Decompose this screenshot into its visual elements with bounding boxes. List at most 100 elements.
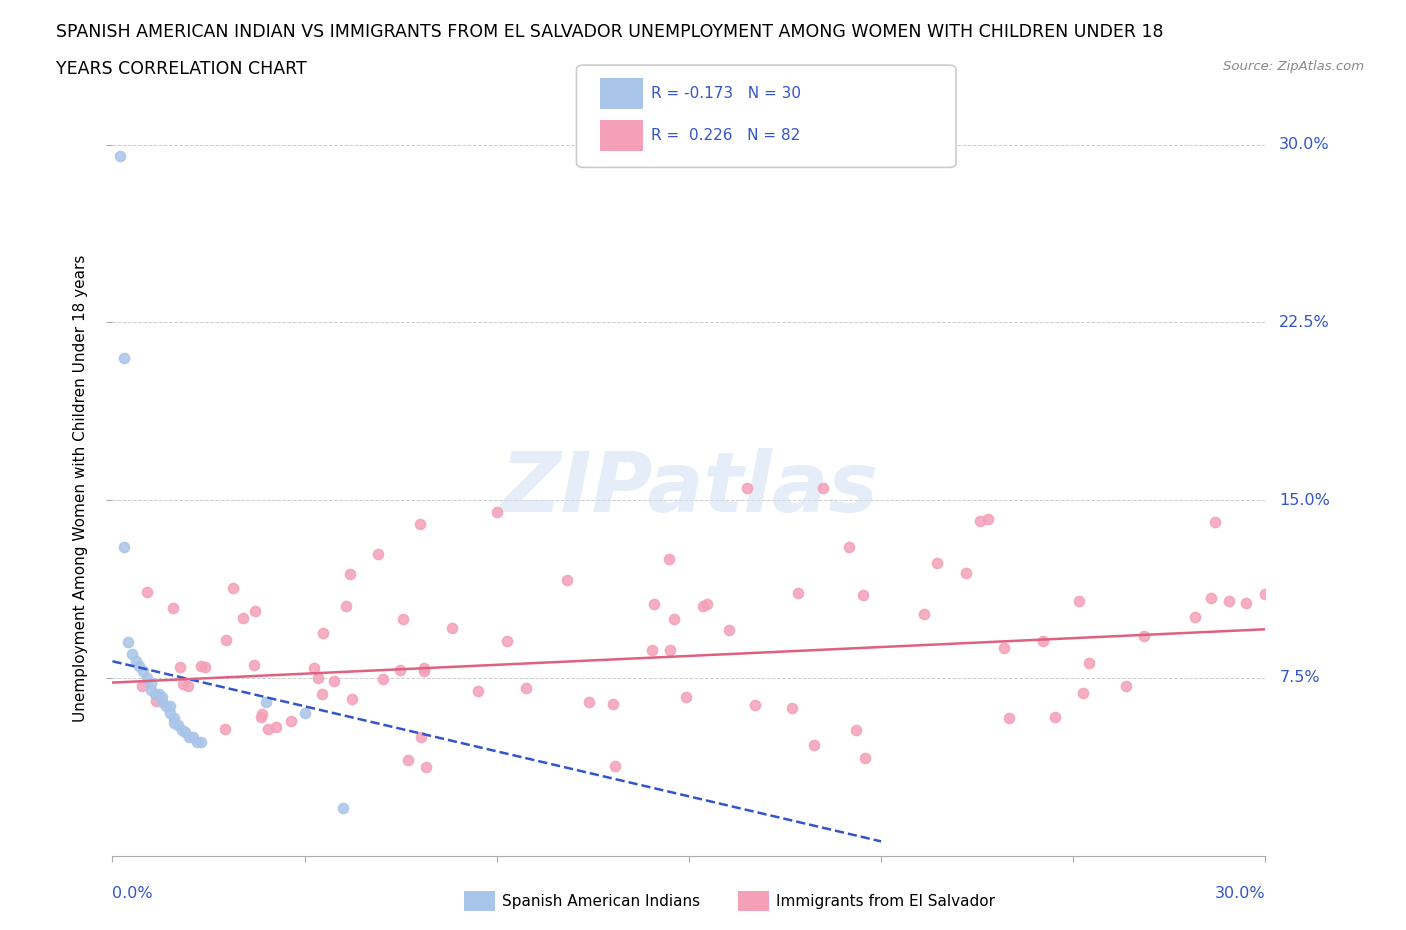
Point bbox=[1234, 595, 1257, 610]
Point bbox=[658, 643, 681, 658]
Point bbox=[675, 690, 697, 705]
Point bbox=[335, 598, 357, 613]
Point bbox=[388, 662, 411, 677]
Point bbox=[307, 671, 329, 685]
Point bbox=[162, 601, 184, 616]
Point bbox=[662, 612, 685, 627]
Point bbox=[1071, 685, 1094, 700]
Point bbox=[339, 566, 361, 581]
Point bbox=[143, 687, 166, 702]
Point bbox=[1115, 678, 1137, 693]
Point bbox=[340, 691, 363, 706]
Point bbox=[159, 706, 181, 721]
Point bbox=[955, 565, 977, 580]
Point bbox=[311, 687, 333, 702]
Text: 22.5%: 22.5% bbox=[1279, 315, 1330, 330]
Point bbox=[159, 698, 181, 713]
Point bbox=[304, 661, 326, 676]
Point bbox=[718, 623, 741, 638]
Point bbox=[803, 737, 825, 752]
Point bbox=[1199, 591, 1222, 605]
Point bbox=[997, 711, 1019, 725]
Point bbox=[467, 684, 489, 698]
Point bbox=[163, 715, 186, 730]
Point bbox=[786, 586, 808, 601]
Point bbox=[641, 643, 664, 658]
Point bbox=[969, 513, 991, 528]
Point bbox=[1067, 593, 1090, 608]
Point bbox=[813, 481, 835, 496]
Text: 30.0%: 30.0% bbox=[1279, 137, 1330, 153]
Point bbox=[124, 654, 146, 669]
Point bbox=[780, 700, 803, 715]
Point bbox=[1045, 710, 1067, 724]
Point bbox=[174, 724, 197, 739]
Text: SPANISH AMERICAN INDIAN VS IMMIGRANTS FROM EL SALVADOR UNEMPLOYMENT AMONG WOMEN : SPANISH AMERICAN INDIAN VS IMMIGRANTS FR… bbox=[56, 23, 1164, 41]
Point bbox=[696, 597, 718, 612]
Point bbox=[128, 658, 150, 673]
Point bbox=[214, 722, 236, 737]
Point bbox=[139, 675, 162, 690]
Point bbox=[163, 711, 186, 725]
Point bbox=[643, 596, 665, 611]
Point bbox=[166, 718, 188, 733]
Point bbox=[245, 604, 267, 618]
Point bbox=[179, 730, 201, 745]
Point bbox=[170, 723, 193, 737]
Point bbox=[851, 587, 873, 602]
Point bbox=[232, 610, 254, 625]
Point bbox=[266, 720, 288, 735]
Point bbox=[1218, 593, 1240, 608]
Point bbox=[135, 585, 157, 600]
Point bbox=[1184, 610, 1206, 625]
Text: YEARS CORRELATION CHART: YEARS CORRELATION CHART bbox=[56, 60, 307, 78]
Point bbox=[602, 697, 624, 711]
Text: 15.0%: 15.0% bbox=[1279, 493, 1330, 508]
Point bbox=[112, 351, 135, 365]
Point bbox=[172, 676, 194, 691]
Text: R =  0.226   N = 82: R = 0.226 N = 82 bbox=[651, 128, 800, 143]
Point bbox=[853, 751, 876, 765]
Point bbox=[169, 659, 191, 674]
Point bbox=[838, 539, 860, 554]
Point bbox=[181, 730, 204, 745]
Point bbox=[925, 556, 948, 571]
Point bbox=[396, 752, 419, 767]
Point bbox=[413, 661, 436, 676]
Text: 7.5%: 7.5% bbox=[1279, 671, 1320, 685]
Point bbox=[440, 621, 463, 636]
Point bbox=[145, 693, 167, 708]
Point bbox=[912, 606, 935, 621]
Text: Immigrants from El Salvador: Immigrants from El Salvador bbox=[776, 894, 995, 909]
Point bbox=[332, 801, 354, 816]
Point bbox=[1204, 515, 1226, 530]
Point bbox=[222, 580, 245, 595]
Text: ZIPatlas: ZIPatlas bbox=[501, 447, 877, 529]
Point bbox=[603, 759, 626, 774]
Point bbox=[1254, 587, 1277, 602]
Point bbox=[112, 540, 135, 555]
Point bbox=[845, 723, 868, 737]
Point bbox=[254, 694, 277, 709]
Point bbox=[190, 659, 212, 674]
Point bbox=[194, 659, 217, 674]
Point bbox=[132, 663, 155, 678]
Point bbox=[658, 551, 681, 566]
Point bbox=[257, 721, 280, 736]
Y-axis label: Unemployment Among Women with Children Under 18 years: Unemployment Among Women with Children U… bbox=[73, 255, 89, 722]
Point bbox=[250, 710, 273, 724]
Point bbox=[280, 713, 302, 728]
Point bbox=[148, 687, 170, 702]
Point bbox=[515, 681, 537, 696]
Point bbox=[322, 674, 344, 689]
Point bbox=[155, 698, 177, 713]
Point bbox=[250, 707, 273, 722]
Point bbox=[735, 481, 758, 496]
Point bbox=[294, 706, 316, 721]
Point bbox=[152, 694, 174, 709]
Point bbox=[242, 658, 264, 672]
Point bbox=[117, 635, 139, 650]
Point bbox=[1078, 656, 1101, 671]
Point bbox=[177, 679, 200, 694]
Point bbox=[311, 625, 333, 640]
